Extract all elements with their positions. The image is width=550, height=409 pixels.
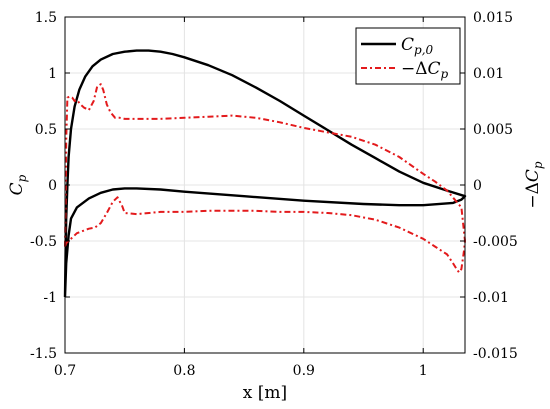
legend-box xyxy=(355,27,461,85)
y-tick-label-left: -1 xyxy=(43,290,57,306)
y-tick-label-right: 0.015 xyxy=(473,10,513,26)
y-tick-label-right: 0 xyxy=(473,178,482,194)
y-axis-label-right: −ΔCp xyxy=(523,161,545,209)
series-line-delta-cp xyxy=(64,83,466,274)
x-tick-label: 1 xyxy=(419,363,428,379)
y-tick-label-right: 0.005 xyxy=(473,122,513,138)
ticks xyxy=(64,16,465,354)
x-tick-labels: 0.7 0.8 0.9 1 xyxy=(54,363,428,379)
right-tick-labels: 0.015 0.01 0.005 0 -0.005 -0.01 -0.015 xyxy=(473,10,518,362)
y-tick-label-right: -0.005 xyxy=(473,234,518,250)
series-line-cp0 xyxy=(63,49,467,298)
y-tick-label-right: 0.01 xyxy=(473,66,504,82)
x-axis-label: x [m] xyxy=(243,383,287,403)
x-tick-label: 0.8 xyxy=(173,363,195,379)
series-layer xyxy=(63,49,467,298)
legend: Cp,0 −ΔCp xyxy=(355,27,461,85)
legend-label-dcp: −ΔCp xyxy=(401,59,449,81)
y-tick-label-left: 1.5 xyxy=(35,10,57,26)
x-tick-label: 0.9 xyxy=(293,363,315,379)
y-tick-label-left: -1.5 xyxy=(30,346,57,362)
y-tick-label-right: -0.01 xyxy=(473,290,509,306)
y-tick-label-right: -0.015 xyxy=(473,346,518,362)
x-tick-label: 0.7 xyxy=(54,363,76,379)
y-tick-label-left: -0.5 xyxy=(30,234,57,250)
svg-text:−ΔCp: −ΔCp xyxy=(523,161,545,209)
left-tick-labels: 1.5 1 0.5 0 -0.5 -1 -1.5 xyxy=(30,10,57,362)
y-tick-label-left: 0.5 xyxy=(35,122,57,138)
y-tick-label-left: 1 xyxy=(48,66,57,82)
y-tick-label-left: 0 xyxy=(48,178,57,194)
